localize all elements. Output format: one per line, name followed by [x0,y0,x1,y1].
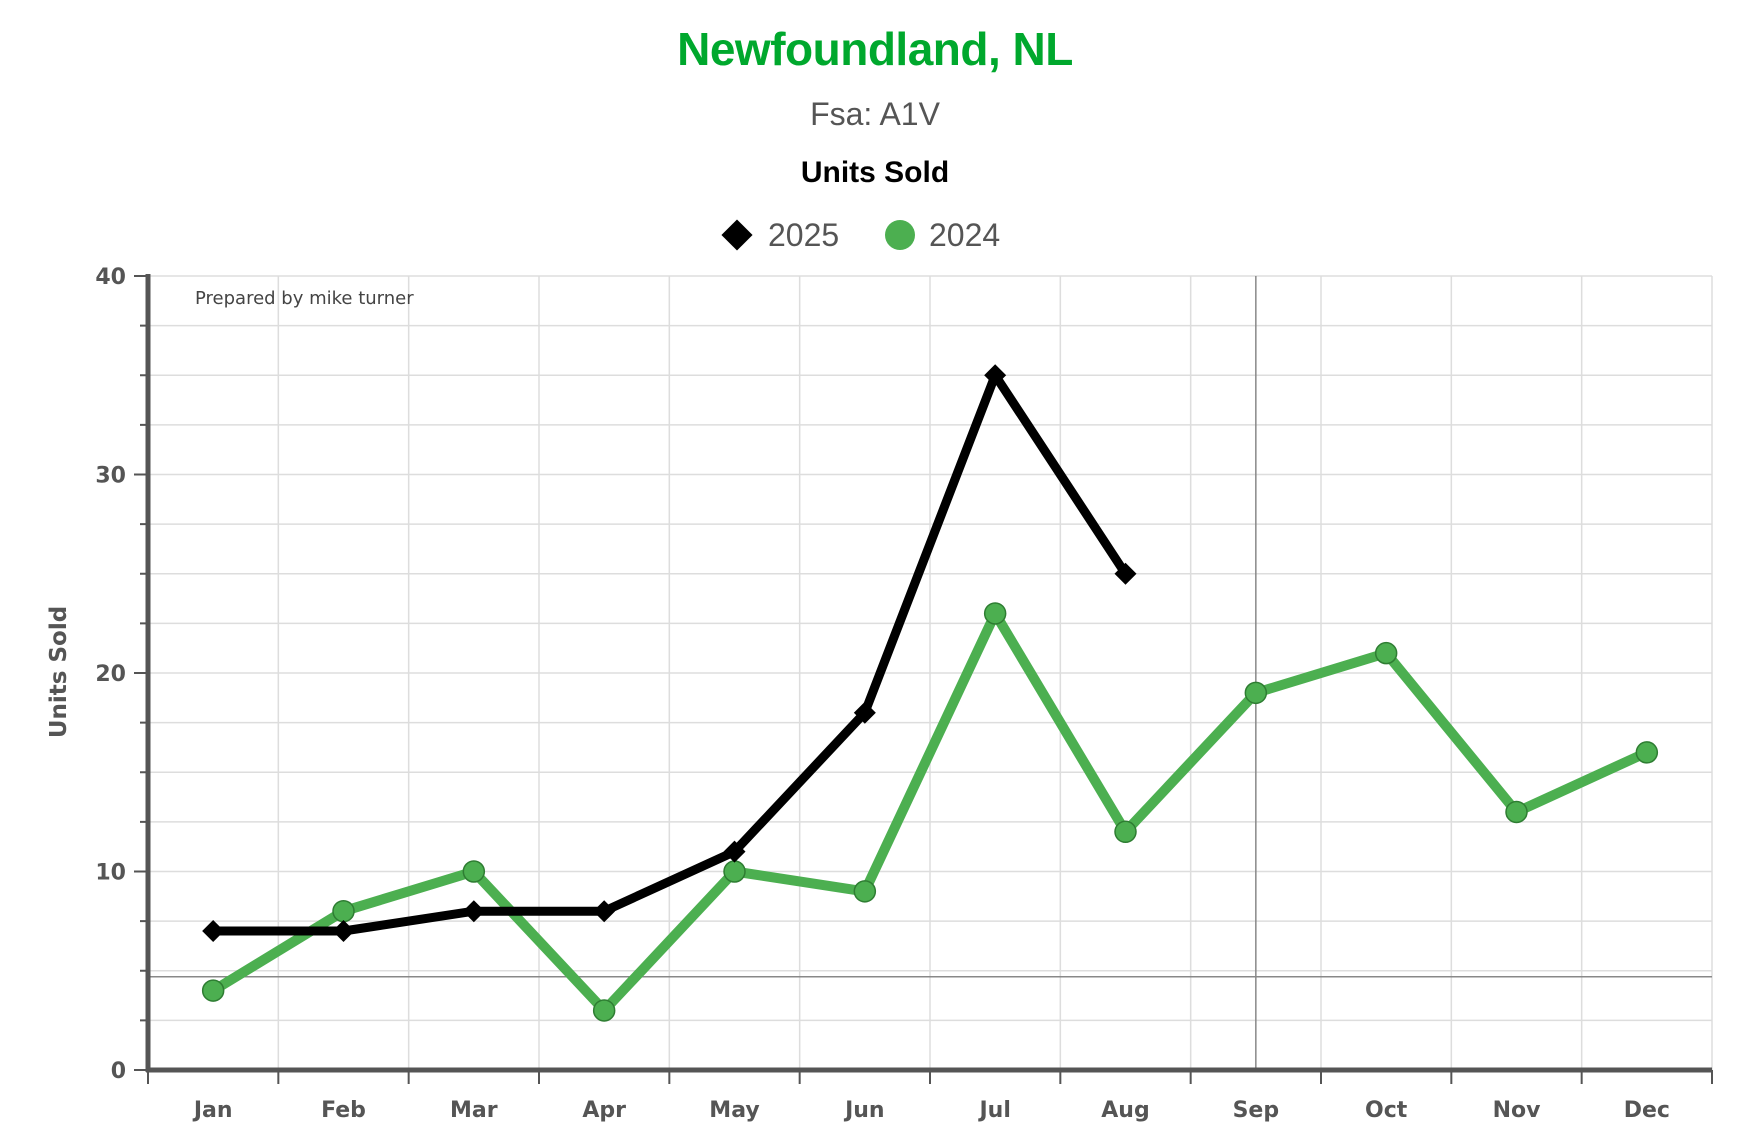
data-point-2024 [462,860,486,883]
x-tick-label: Oct [1365,1098,1408,1123]
data-point-2025 [593,900,616,923]
data-point-2025 [984,364,1007,387]
data-point-2025 [332,920,355,943]
x-tick-label: Dec [1624,1098,1670,1123]
legend-label-2024: 2024 [929,216,1001,253]
data-point-2024 [201,979,225,1002]
series-layer [201,364,1659,1022]
y-tick-label: 20 [95,662,126,687]
chart-title: Newfoundland, NL [677,23,1073,75]
data-point-2024 [1374,641,1398,665]
prepared-by-annotation: Prepared by mike turner [195,288,414,309]
circle-icon [885,220,915,250]
x-tick-label: Feb [321,1098,366,1123]
y-axis-label: Units Sold [46,606,72,738]
data-point-2025 [462,900,485,923]
legend-label-2025: 2025 [768,216,840,253]
y-tick-label: 10 [95,861,126,886]
x-tick-label: Jan [192,1098,233,1123]
y-tick-label: 30 [95,464,126,489]
data-point-2024 [1505,800,1528,824]
x-tick-label: Nov [1493,1098,1542,1123]
data-point-2024 [853,880,877,903]
x-tick-label: May [709,1098,759,1123]
x-tick-label: Jun [843,1098,885,1123]
chart-heading: Units Sold [800,156,950,189]
series-line-2024 [208,608,1652,1016]
data-point-2024 [983,602,1007,625]
data-point-2024 [332,899,355,923]
legend-item-2025[interactable]: 2025 [720,215,839,255]
y-tick-label: 0 [111,1059,126,1084]
x-tick-label: Sep [1233,1098,1280,1123]
y-tick-label: 40 [95,265,126,290]
grid-layer [148,275,1713,1070]
x-tick-label: Mar [450,1098,498,1123]
data-point-2024 [723,860,746,883]
chart-subtitle: Fsa: A1V [810,96,940,132]
data-point-2025 [723,840,746,863]
x-tick-label: Jul [977,1098,1010,1123]
data-point-2025 [1114,562,1137,585]
axis-layer: 0 10 20 30 40 Jan Feb Mar Apr May Jun Jul Aug Sep Oct N… [95,265,1713,1123]
series-line-2025 [208,370,1130,936]
data-point-2025 [853,701,876,724]
data-point-2024 [592,999,616,1022]
data-point-2024 [1244,681,1268,705]
x-tick-label: Apr [582,1098,626,1123]
x-tick-label: Aug [1101,1098,1149,1123]
data-point-2024 [1114,820,1137,844]
legend-item-2024[interactable]: 2024 [885,215,1000,255]
data-point-2024 [1635,741,1659,764]
data-point-2025 [202,920,225,943]
